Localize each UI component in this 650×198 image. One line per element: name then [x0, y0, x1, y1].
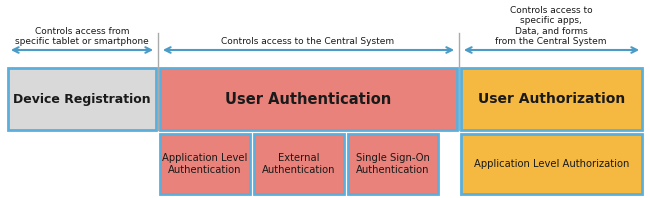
Text: Application Level Authorization: Application Level Authorization [474, 159, 629, 169]
Bar [461, 68, 642, 130]
Bar [8, 68, 156, 130]
Bar [254, 134, 344, 194]
Text: Device Registration: Device Registration [13, 92, 151, 106]
Text: Controls access from
specific tablet or smartphone: Controls access from specific tablet or … [15, 27, 149, 46]
Text: External
Authentication: External Authentication [262, 153, 336, 175]
Bar [461, 134, 642, 194]
Text: User Authentication: User Authentication [226, 91, 391, 107]
Bar [160, 134, 250, 194]
Text: Application Level
Authentication: Application Level Authentication [162, 153, 248, 175]
Bar [160, 68, 457, 130]
Text: Controls access to the Central System: Controls access to the Central System [222, 37, 395, 46]
Bar [348, 134, 438, 194]
Text: Controls access to
specific apps,
Data, and forms
from the Central System: Controls access to specific apps, Data, … [495, 6, 606, 46]
Text: User Authorization: User Authorization [478, 92, 625, 106]
Text: Single Sign-On
Authentication: Single Sign-On Authentication [356, 153, 430, 175]
